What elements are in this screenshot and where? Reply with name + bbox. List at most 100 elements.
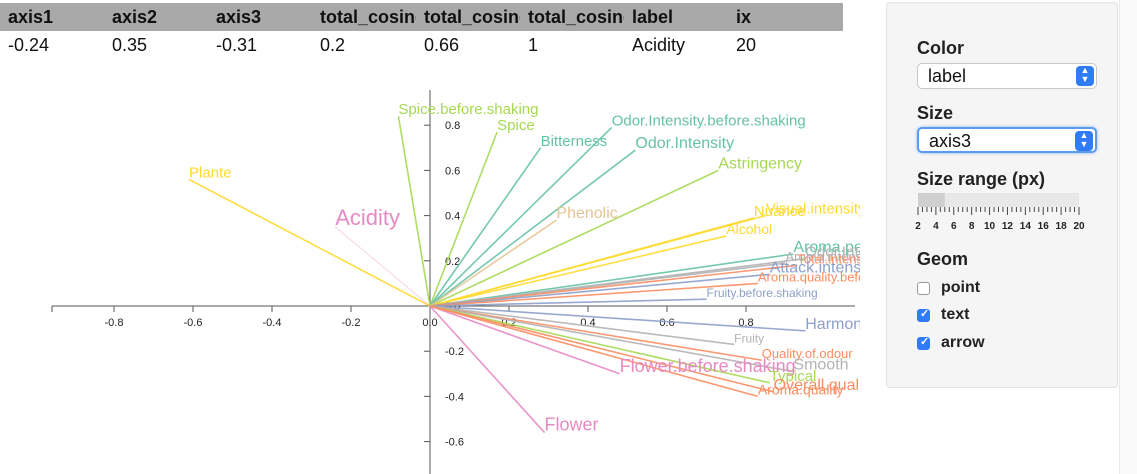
table-header-row: axis1 axis2 axis3 total_cosine total_cos… <box>0 3 843 31</box>
arrow-typical <box>429 305 770 384</box>
arrow-layer <box>188 116 806 434</box>
table-cell-axis1: -0.24 <box>8 34 50 55</box>
label-total-intensity: Total.intensity <box>797 251 860 266</box>
table-cell-total-cosine-1: 0.2 <box>320 34 346 55</box>
label-fruity-before-shaking: Fruity.before.shaking <box>707 286 818 300</box>
table-header-axis1: axis1 <box>0 3 104 31</box>
x-tick-label: -0.8 <box>105 317 124 329</box>
slider-selected-range <box>918 193 945 207</box>
arrow-quality-of-odour <box>429 305 762 362</box>
x-tick-label: 0.0 <box>422 317 437 329</box>
y-tick-label: 0.8 <box>445 120 460 132</box>
y-tick-label: 0.6 <box>445 165 460 177</box>
label-acidity: Acidity <box>335 205 400 230</box>
x-tick-label: -0.6 <box>184 317 203 329</box>
label-odor-intensity: Odor.Intensity <box>635 135 734 152</box>
label-nuance: Nuance <box>754 203 806 220</box>
table-cell-label: Acidity <box>632 34 686 55</box>
arrow-astringency <box>429 169 719 307</box>
size-select-value: axis3 <box>929 131 972 151</box>
size-range-slider[interactable]: 2 4 6 8 10 12 14 16 18 20 <box>915 191 1087 233</box>
slider-tick-label: 6 <box>951 221 957 232</box>
arrow-harmony <box>429 305 806 332</box>
geom-arrow-label: arrow <box>941 334 985 351</box>
slider-tick-label: 18 <box>1056 221 1068 232</box>
arrow-smooth <box>429 305 794 373</box>
table-header-total-cosine-3: total_cosine <box>520 3 624 31</box>
table-header-axis3: axis3 <box>208 3 312 31</box>
x-tick-label: 0.6 <box>659 317 674 329</box>
size-range-label: Size range (px) <box>917 169 1046 189</box>
slider-tick-label: 10 <box>984 221 996 232</box>
x-tick-label: -0.2 <box>342 317 361 329</box>
slider-tick-label: 14 <box>1020 221 1032 232</box>
label-layer: Spice.before.shakingSpiceBitternessOdor.… <box>189 101 860 434</box>
label-spice-before-shaking: Spice.before.shaking <box>398 101 538 118</box>
slider-tick-label: 12 <box>1002 221 1014 232</box>
arrow-spice <box>429 131 498 307</box>
label-visual-intensity: Visual.intensity <box>766 201 860 218</box>
arrow-total-intensity <box>429 264 798 307</box>
arrow-bitterness <box>429 147 542 307</box>
geom-text-checkbox[interactable]: ✓ <box>917 308 930 322</box>
table-cell-axis3: -0.31 <box>216 34 258 55</box>
arrow-attack-intensity <box>429 273 770 307</box>
check-icon: ✓ <box>920 308 930 320</box>
slider-track: 2 4 6 8 10 12 14 16 18 20 <box>915 193 1085 232</box>
size-select[interactable]: axis3 ▲ ▼ <box>917 127 1097 153</box>
label-spice: Spice <box>497 117 535 134</box>
biplot-chart[interactable]: -0.8 -0.6 -0.4 -0.2 0.0 0.2 0.4 0.6 0.8 -0.6 -0.4 -… <box>0 80 860 474</box>
panel-scrollbar[interactable] <box>1119 0 1137 474</box>
label-typical: Typical <box>770 368 817 385</box>
slider-tick-label: 8 <box>969 221 975 232</box>
label-plante: Plante <box>189 164 232 181</box>
table-row: -0.24 0.35 -0.31 0.2 0.66 1 Acidity 20 <box>0 31 843 59</box>
label-overall-quality: Overall.quality <box>774 377 860 394</box>
geom-text-label: text <box>941 306 970 323</box>
chart-axes: -0.8 -0.6 -0.4 -0.2 0.0 0.2 0.4 0.6 0.8 -0.6 -0.4 -… <box>51 90 855 474</box>
geom-point-label: point <box>941 279 981 296</box>
arrow-flower-before-shaking <box>429 305 620 375</box>
table-header-label: label <box>624 3 728 31</box>
label-aroma-intensity: Aroma.intensity <box>786 249 861 264</box>
slider-tick-label: 20 <box>1073 221 1085 232</box>
label-odor-intensity-before-shaking: Odor.Intensity.before.shaking <box>612 112 806 129</box>
arrow-odor-intensity-before-shaking <box>429 126 613 307</box>
select-chevron-icon: ▲ ▼ <box>1076 66 1094 86</box>
y-tick-label: 0.2 <box>445 256 460 268</box>
slider-tick-label: 4 <box>933 221 939 232</box>
slider-tick-label: 16 <box>1038 221 1050 232</box>
table-header-total-cosine-1: total_cosine <box>312 3 416 31</box>
slider-tick-label: 2 <box>915 221 921 232</box>
table-header-ix: ix <box>728 3 843 31</box>
label-bitterness: Bitterness <box>541 133 608 150</box>
arrow-visual-intensity <box>429 214 766 307</box>
label-fruity: Fruity <box>734 331 764 345</box>
x-tick-label: -0.4 <box>263 317 282 329</box>
color-select[interactable]: label ▲ ▼ <box>917 63 1097 89</box>
table-header-total-cosine-2: total_cosine <box>416 3 520 31</box>
label-astringency: Astringency <box>718 155 802 172</box>
arrow-flower <box>429 305 546 434</box>
arrow-odor-intensity <box>429 149 636 307</box>
table-cell-total-cosine-2: 0.66 <box>424 34 460 55</box>
size-label: Size <box>917 103 954 123</box>
geom-arrow-checkbox[interactable]: ✓ <box>917 336 930 350</box>
label-quality-of-odour: Quality.of.odour <box>762 346 853 361</box>
table-cell-ix: 20 <box>736 34 757 55</box>
table-header-axis2: axis2 <box>104 3 208 31</box>
arrow-aroma-quality-before <box>429 282 758 307</box>
y-tick-label: 0.4 <box>445 211 460 223</box>
label-odor-intensity: Odor.Intensity <box>805 244 860 261</box>
label-attack-intensity: Attack.intensity <box>770 259 860 276</box>
arrow-aroma-persistency <box>429 253 794 307</box>
arrow-acidity <box>335 226 431 307</box>
geom-point-checkbox[interactable] <box>917 282 930 295</box>
selected-point-table: axis1 axis2 axis3 total_cosine total_cos… <box>0 3 843 59</box>
arrow-overall-quality <box>429 305 774 393</box>
label-phenolic: Phenolic <box>556 205 617 222</box>
arrow-phenolic <box>429 219 557 307</box>
arrow-aroma-quality <box>429 305 759 398</box>
label-aroma-quality: Aroma.quality <box>758 381 844 397</box>
arrow-alcohol <box>429 235 727 307</box>
